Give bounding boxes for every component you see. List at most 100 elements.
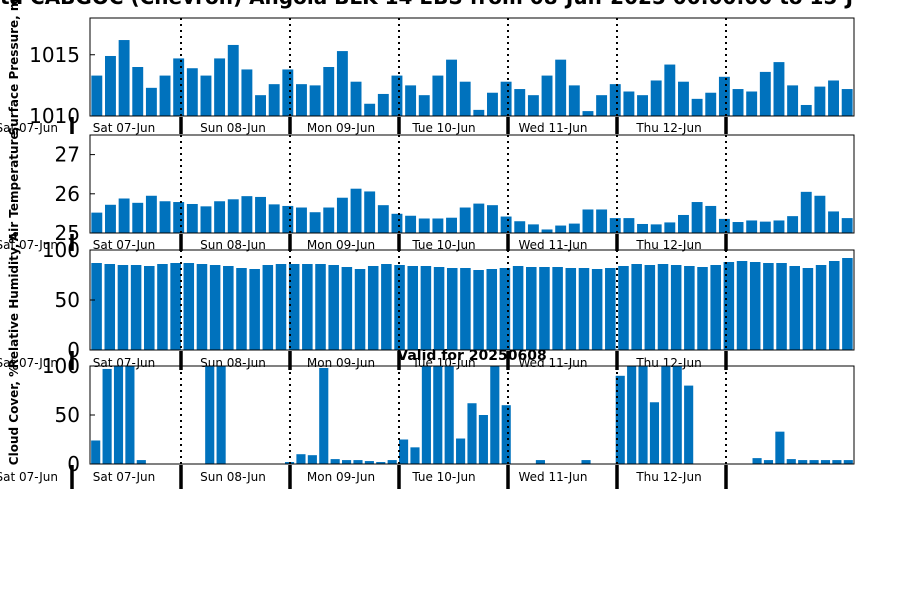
x-tick-label: Sat 07-Jun — [93, 121, 156, 135]
bar — [664, 64, 676, 116]
bar — [691, 98, 703, 116]
bar — [501, 405, 511, 464]
bar — [568, 85, 580, 117]
bar — [623, 218, 635, 233]
bar — [91, 440, 101, 464]
y-tick-label: 26 — [55, 182, 80, 206]
bar — [678, 81, 689, 116]
y-axis-label: Relative Humidity,% — [7, 232, 21, 369]
y-tick-label: 27 — [55, 143, 80, 167]
bar — [418, 218, 430, 233]
bar — [649, 402, 660, 464]
bar — [104, 264, 116, 350]
bar — [773, 62, 785, 116]
bar — [394, 265, 405, 350]
bar — [216, 366, 226, 464]
x-tick-label: Sat 07-Jun — [93, 356, 156, 370]
bar — [113, 366, 124, 464]
bar — [473, 109, 485, 117]
y-tick-label: 1015 — [29, 43, 80, 67]
x-tick-label: Wed 11-Jun — [519, 470, 588, 484]
bar — [684, 266, 695, 350]
bar — [241, 69, 253, 116]
bar — [555, 225, 567, 233]
bar — [749, 262, 761, 350]
bar — [144, 266, 155, 350]
x-tick-label: Tue 10-Jun — [411, 470, 475, 484]
bar — [296, 207, 307, 233]
bar — [307, 455, 317, 464]
bar — [353, 460, 363, 464]
bar — [421, 366, 431, 464]
x-tick-label: Thu 12-Jun — [635, 121, 701, 135]
y-axis-label: Cloud Cover, % — [7, 365, 21, 465]
bar — [118, 40, 130, 116]
bar — [433, 366, 443, 464]
bar — [637, 95, 648, 116]
bar — [697, 267, 708, 350]
bar — [241, 196, 253, 233]
bar — [433, 267, 445, 350]
bar — [418, 95, 430, 116]
bar — [367, 266, 379, 350]
bar — [467, 403, 477, 464]
bar — [410, 447, 420, 464]
bar — [323, 207, 335, 233]
bar — [828, 261, 840, 350]
bar — [183, 263, 195, 350]
bar — [296, 84, 307, 116]
start-date-label: Sat 07-Jun — [0, 470, 58, 484]
bar — [828, 80, 839, 116]
bar — [255, 196, 266, 233]
bar — [664, 222, 676, 233]
bar — [672, 366, 682, 464]
bar — [387, 460, 397, 464]
bar — [499, 268, 511, 350]
bar — [446, 217, 457, 233]
bar — [486, 269, 498, 350]
bar — [186, 203, 198, 233]
bar — [200, 75, 212, 116]
axes-frame — [89, 17, 855, 117]
bar — [170, 263, 181, 350]
bar — [275, 264, 287, 350]
x-tick-label: Mon 09-Jun — [307, 238, 375, 252]
bar — [841, 89, 853, 116]
bar — [644, 265, 656, 350]
bar — [631, 264, 642, 350]
bar — [302, 264, 313, 350]
bar — [145, 87, 157, 116]
bar — [309, 85, 321, 117]
bar — [364, 191, 376, 233]
bar — [336, 51, 348, 116]
bar — [342, 460, 352, 464]
bar — [539, 267, 550, 350]
bar — [759, 221, 771, 233]
bar — [478, 415, 488, 464]
bar — [405, 215, 417, 233]
bar — [787, 216, 799, 233]
bar — [125, 366, 135, 464]
bar — [456, 438, 466, 464]
bar — [490, 366, 500, 464]
bar — [596, 95, 608, 116]
bar — [843, 460, 853, 464]
bar — [420, 266, 432, 350]
y-tick-label: 100 — [42, 354, 80, 378]
start-date-label: Sat 07-Jun — [0, 238, 58, 252]
bar — [514, 221, 526, 233]
bar — [444, 366, 454, 464]
bar — [787, 85, 799, 117]
panel-0: 1010 1015 Sat 07-Jun Sat 07-Jun Sun 08-Jun Mo… — [0, 0, 855, 135]
bar — [581, 460, 591, 464]
bar — [582, 111, 594, 116]
bar — [802, 268, 814, 350]
bar — [262, 265, 274, 350]
bar — [820, 460, 831, 464]
bar — [815, 265, 827, 350]
bar — [638, 366, 648, 464]
bar — [814, 195, 826, 233]
bar — [723, 262, 735, 350]
bar — [227, 199, 239, 233]
